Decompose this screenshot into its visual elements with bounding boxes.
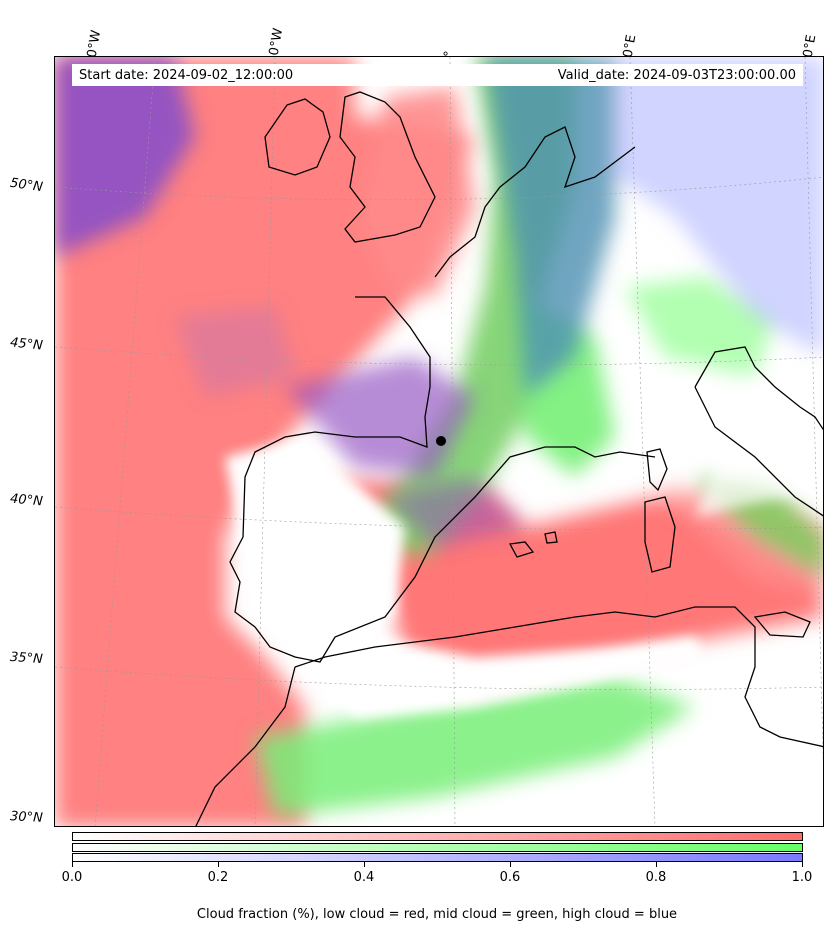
- tick-label-0: 0.0: [61, 870, 83, 885]
- date-infobox: Start date: 2024-09-02_12:00:00 Valid_da…: [72, 64, 803, 86]
- lat-label-50n: 50°N: [9, 175, 44, 196]
- lat-label-40n: 40°N: [9, 491, 44, 510]
- coastlines: [195, 91, 823, 826]
- lat-label-45n: 45°N: [9, 335, 44, 354]
- lat-label-35n: 35°N: [9, 649, 44, 668]
- tick-label-2: 0.4: [353, 870, 375, 885]
- tick-label-5: 1.0: [791, 870, 813, 885]
- colorbar-ticks: [72, 862, 803, 868]
- start-date-label: Start date: 2024-09-02_12:00:00: [79, 67, 294, 83]
- colorbar-high: [72, 853, 803, 862]
- high-cloud-layer: [55, 57, 823, 547]
- tick-label-3: 0.6: [499, 870, 521, 885]
- colorbar-low: [72, 832, 803, 841]
- graticule: [55, 57, 823, 826]
- clear-sky-layer: [225, 357, 823, 717]
- tick-label-4: 0.8: [645, 870, 667, 885]
- lat-label-30n: 30°N: [9, 809, 44, 826]
- colorbar-mid: [72, 843, 803, 852]
- colorbar-caption: Cloud fraction (%), low cloud = red, mid…: [196, 907, 678, 922]
- map-canvas: [55, 57, 823, 826]
- tick-label-1: 0.2: [207, 870, 229, 885]
- valid-date-label: Valid_date: 2024-09-03T23:00:00.00: [557, 67, 796, 83]
- cloud-fraction-map: Start date: 2024-09-02_12:00:00 Valid_da…: [54, 56, 824, 827]
- location-marker: [436, 436, 446, 446]
